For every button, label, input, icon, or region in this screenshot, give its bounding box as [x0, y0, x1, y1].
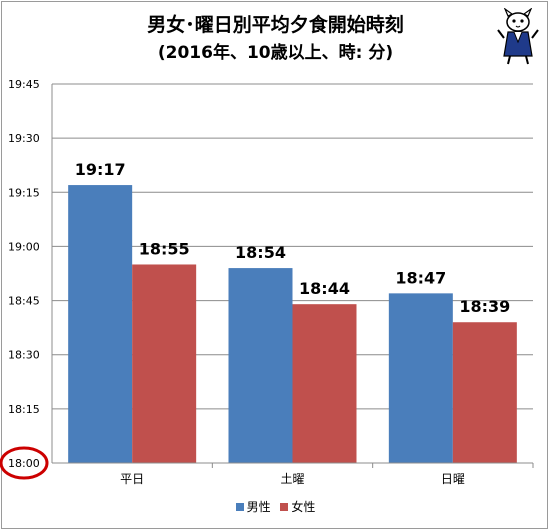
data-label: 18:47 — [395, 268, 446, 287]
y-tick-label: 19:00 — [8, 240, 40, 253]
chart-title: 男女･曜日別平均夕食開始時刻 — [147, 14, 404, 36]
bar — [292, 304, 357, 463]
data-label: 18:54 — [235, 243, 286, 262]
bar — [228, 268, 293, 463]
y-tick-label: 18:00 — [8, 457, 40, 470]
legend-label-male: 男性 — [246, 500, 271, 514]
bar — [388, 293, 453, 463]
bars — [68, 185, 517, 464]
data-label: 18:39 — [459, 297, 510, 316]
legend-swatch-female — [280, 503, 289, 511]
x-tick-label: 平日 — [120, 472, 144, 486]
chart-subtitle: (2016年、10歳以上、時: 分) — [157, 43, 394, 63]
y-tick-label: 19:45 — [8, 78, 40, 91]
y-tick-label: 19:30 — [8, 132, 40, 145]
bar — [132, 264, 197, 463]
legend-item-female: 女性 — [280, 498, 315, 515]
data-label: 19:17 — [75, 160, 126, 179]
y-tick-label: 19:15 — [8, 186, 40, 199]
legend-swatch-male — [235, 503, 244, 511]
mascot-icon — [497, 8, 539, 65]
data-labels: 19:17 18:55 18:54 18:44 18:47 18:39 — [75, 160, 511, 316]
highlight-circle — [0, 446, 49, 480]
x-tick-label: 日曜 — [441, 472, 465, 486]
y-tick-label: 18:45 — [8, 295, 40, 308]
legend-item-male: 男性 — [235, 498, 271, 515]
y-tick-label: 18:30 — [8, 349, 40, 362]
legend-label-female: 女性 — [291, 500, 316, 514]
axes: 18:00 18:15 18:30 18:45 19:00 19:15 19:30 19:45… — [0, 78, 534, 486]
y-tick-label: 18:15 — [8, 403, 40, 416]
x-tick-label: 土曜 — [280, 472, 304, 486]
legend: 男性 女性 — [0, 498, 551, 515]
bar — [68, 185, 133, 464]
data-label: 18:55 — [139, 239, 190, 258]
bar — [452, 322, 517, 463]
data-label: 18:44 — [299, 279, 350, 298]
